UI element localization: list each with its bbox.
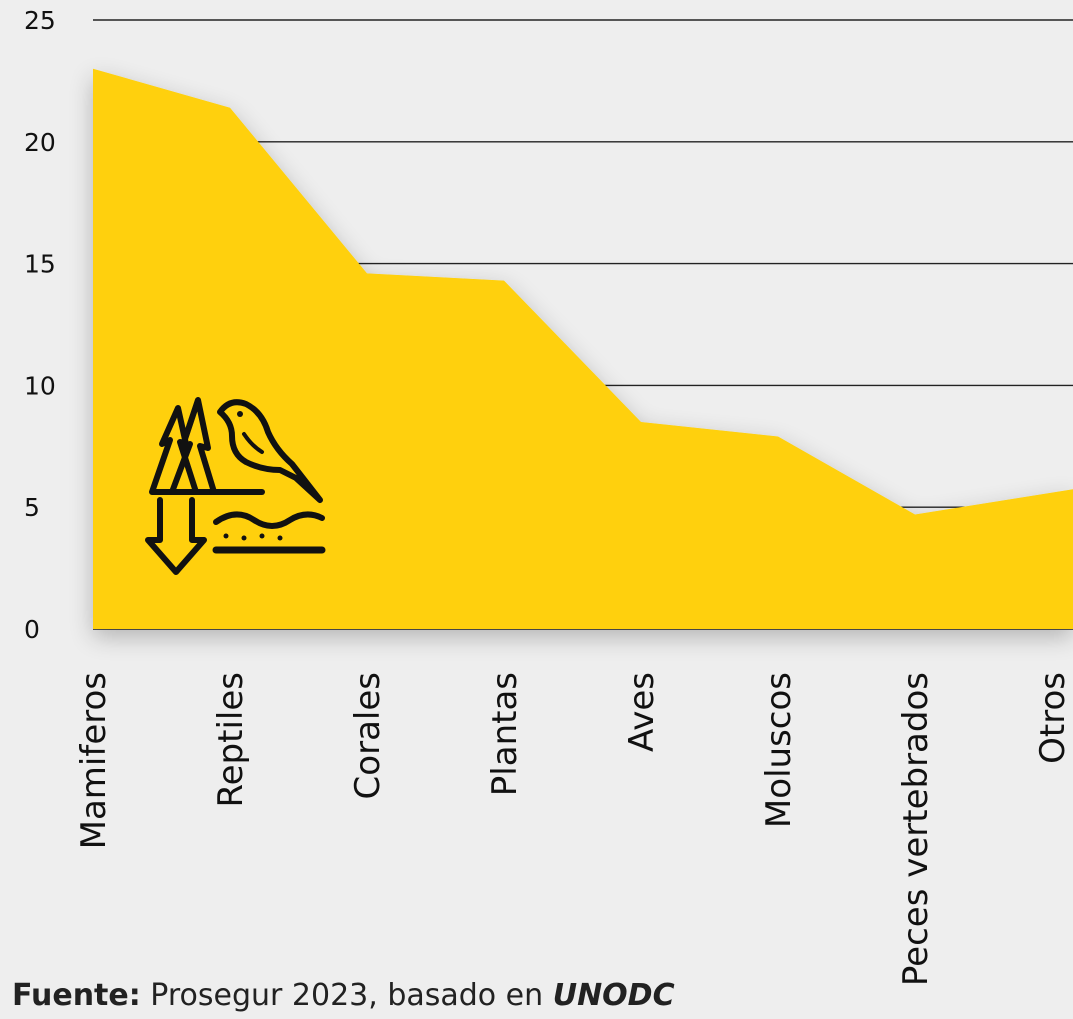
y-tick-label-20: 20 bbox=[24, 128, 56, 157]
x-tick-label-moluscos: Moluscos bbox=[759, 672, 799, 828]
y-tick-label-0: 0 bbox=[24, 615, 40, 644]
source-org: UNODC bbox=[552, 978, 675, 1013]
source-note: Fuente: Prosegur 2023, basado en UNODC bbox=[12, 978, 675, 1013]
x-tick-label-otros: Otros bbox=[1033, 672, 1073, 764]
x-tick-label-mamiferos: Mamiferos bbox=[74, 672, 114, 849]
y-tick-label-10: 10 bbox=[24, 371, 56, 400]
area-series bbox=[93, 68, 1073, 630]
y-axis-ticks: 0 5 10 15 20 25 bbox=[24, 6, 56, 644]
wildlife-biodiversity-decline-icon bbox=[145, 397, 326, 575]
x-axis-ticks: Mamiferos Reptiles Corales Plantas Aves Molus… bbox=[74, 672, 1073, 986]
source-label: Fuente: bbox=[12, 978, 141, 1013]
area-layer bbox=[93, 68, 1073, 630]
x-tick-label-plantas: Plantas bbox=[485, 672, 525, 796]
y-tick-label-15: 15 bbox=[24, 250, 56, 279]
y-tick-label-25: 25 bbox=[24, 6, 56, 35]
x-tick-label-reptiles: Reptiles bbox=[211, 672, 251, 807]
source-text: Prosegur 2023, basado en bbox=[140, 978, 553, 1013]
x-tick-label-corales: Corales bbox=[348, 672, 388, 799]
x-tick-label-peces-vertebrados: Peces vertebrados bbox=[896, 672, 936, 986]
x-tick-label-aves: Aves bbox=[622, 672, 662, 752]
y-tick-label-5: 5 bbox=[24, 493, 40, 522]
